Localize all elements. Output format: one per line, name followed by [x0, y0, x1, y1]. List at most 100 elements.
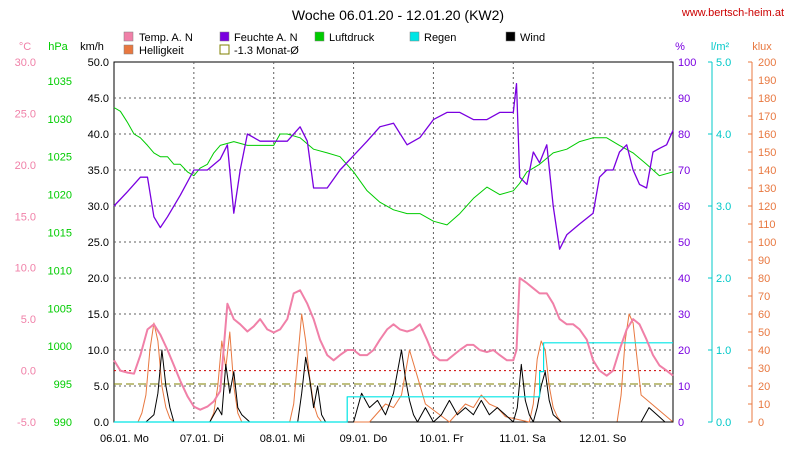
legend-label-light: Helligkeit: [139, 45, 184, 57]
pressure-tick-label: 990: [54, 417, 72, 429]
legend-item-wind: Wind: [505, 31, 545, 44]
humidity-tick-label: 40: [678, 273, 690, 285]
legend: Temp. A. N Feuchte A. N Luftdruck Regen …: [123, 31, 545, 57]
chart-title: Woche 06.01.20 - 12.01.20 (KW2): [292, 7, 504, 23]
light-tick-label: 40: [758, 345, 770, 357]
light-tick-label: 130: [758, 183, 776, 195]
legend-label-humidity: Feuchte A. N: [234, 32, 298, 44]
series-layer: [113, 82, 674, 423]
light-tick-label: 120: [758, 201, 776, 213]
light-tick-label: 10: [758, 399, 770, 411]
pressure-tick-label: 1025: [48, 152, 72, 164]
humidity-tick-label: 100: [678, 57, 696, 69]
temp-tick-label: 30.0: [15, 57, 36, 69]
temp-tick-label: 25.0: [15, 108, 36, 120]
x-tick-label-day: 10.01. Fr: [419, 433, 463, 445]
rain-unit-label: l/m²: [711, 41, 730, 53]
wind-tick-label: 35.0: [88, 165, 109, 177]
legend-label-rain: Regen: [424, 32, 456, 44]
temp-tick-label: 0.0: [21, 366, 36, 378]
rain-tick-label: 0.0: [716, 417, 731, 429]
light-tick-label: 150: [758, 147, 776, 159]
light-tick-label: 80: [758, 273, 770, 285]
rain-tick-label: 1.0: [716, 345, 731, 357]
humidity-tick-label: 10: [678, 381, 690, 393]
wind-tick-label: 45.0: [88, 93, 109, 105]
temp-tick-label: -5.0: [17, 417, 36, 429]
humidity-tick-label: 0: [678, 417, 684, 429]
light-tick-label: 60: [758, 309, 770, 321]
wind-tick-label: 30.0: [88, 201, 109, 213]
legend-item-pressure: Luftdruck: [314, 31, 375, 44]
legend-swatch-pressure: [314, 31, 325, 42]
series-line-temp: [113, 277, 674, 411]
series-line-humidity: [113, 82, 674, 250]
light-tick-label: 190: [758, 75, 776, 87]
temp-unit-label: °C: [19, 41, 31, 53]
reference-lines: [114, 370, 673, 385]
grid: [114, 62, 673, 422]
wind-tick-label: 10.0: [88, 345, 109, 357]
legend-item-temp: Temp. A. N: [123, 31, 193, 44]
x-tick-label-day: 06.01. Mo: [100, 433, 149, 445]
wind-tick-label: 25.0: [88, 237, 109, 249]
light-tick-label: 170: [758, 111, 776, 123]
humidity-tick-label: 20: [678, 345, 690, 357]
light-tick-label: 70: [758, 291, 770, 303]
site-link[interactable]: www.bertsch-heim.at: [681, 7, 784, 19]
light-tick-label: 90: [758, 255, 770, 267]
axes: 30.025.020.015.010.05.00.0-5.01035103010…: [15, 57, 777, 429]
rain-tick-label: 4.0: [716, 129, 731, 141]
temp-tick-label: 15.0: [15, 211, 36, 223]
wind-tick-label: 20.0: [88, 273, 109, 285]
x-tick-label-day: 09.01. Do: [340, 433, 388, 445]
humidity-tick-label: 60: [678, 201, 690, 213]
pressure-tick-label: 1010: [48, 265, 72, 277]
legend-swatch-rain: [409, 31, 420, 42]
humidity-tick-label: 70: [678, 165, 690, 177]
pressure-tick-label: 1000: [48, 341, 72, 353]
x-tick-label-day: 08.01. Mi: [260, 433, 305, 445]
temp-tick-label: 10.0: [15, 263, 36, 275]
x-axis-labels: 06.01. Mo 07.01. Di 08.01. Mi 09.01. Do 10.0…: [100, 433, 626, 445]
light-tick-label: 30: [758, 363, 770, 375]
wind-tick-label: 5.0: [94, 381, 109, 393]
legend-label-pressure: Luftdruck: [329, 32, 375, 44]
legend-label-month-avg: -1.3 Monat-Ø: [234, 45, 299, 57]
x-tick-label-day: 11.01. Sa: [499, 433, 546, 445]
light-tick-label: 180: [758, 93, 776, 105]
legend-swatch-humidity: [219, 31, 230, 42]
legend-label-wind: Wind: [520, 32, 545, 44]
light-tick-label: 20: [758, 381, 770, 393]
wind-unit-label: km/h: [80, 41, 104, 53]
temp-tick-label: 20.0: [15, 160, 36, 172]
rain-tick-label: 3.0: [716, 201, 731, 213]
wind-tick-label: 0.0: [94, 417, 109, 429]
wind-tick-label: 50.0: [88, 57, 109, 69]
humidity-tick-label: 90: [678, 93, 690, 105]
pressure-tick-label: 1005: [48, 303, 72, 315]
pressure-tick-label: 1015: [48, 228, 72, 240]
humidity-unit-label: %: [675, 41, 685, 53]
legend-item-month-avg: -1.3 Monat-Ø: [219, 44, 299, 57]
light-tick-label: 0: [758, 417, 764, 429]
legend-swatch-month-avg: [219, 44, 230, 55]
light-tick-label: 50: [758, 327, 770, 339]
light-unit-label: klux: [752, 41, 772, 53]
legend-item-light: Helligkeit: [123, 44, 184, 57]
pressure-tick-label: 995: [54, 379, 72, 391]
x-tick-label-day: 12.01. So: [579, 433, 626, 445]
series-line-rain: [114, 342, 673, 423]
light-tick-label: 160: [758, 129, 776, 141]
light-tick-label: 100: [758, 237, 776, 249]
humidity-tick-label: 80: [678, 129, 690, 141]
pressure-tick-label: 1030: [48, 114, 72, 126]
series-line-pressure: [113, 107, 674, 226]
legend-item-rain: Regen: [409, 31, 456, 44]
pressure-unit-label: hPa: [48, 41, 68, 53]
legend-swatch-wind: [505, 31, 516, 42]
temp-tick-label: 5.0: [21, 314, 36, 326]
rain-tick-label: 2.0: [716, 273, 731, 285]
